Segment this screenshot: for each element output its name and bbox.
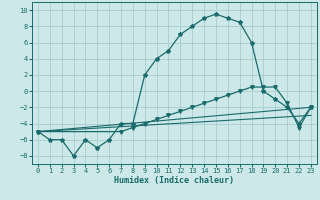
- X-axis label: Humidex (Indice chaleur): Humidex (Indice chaleur): [115, 176, 234, 185]
